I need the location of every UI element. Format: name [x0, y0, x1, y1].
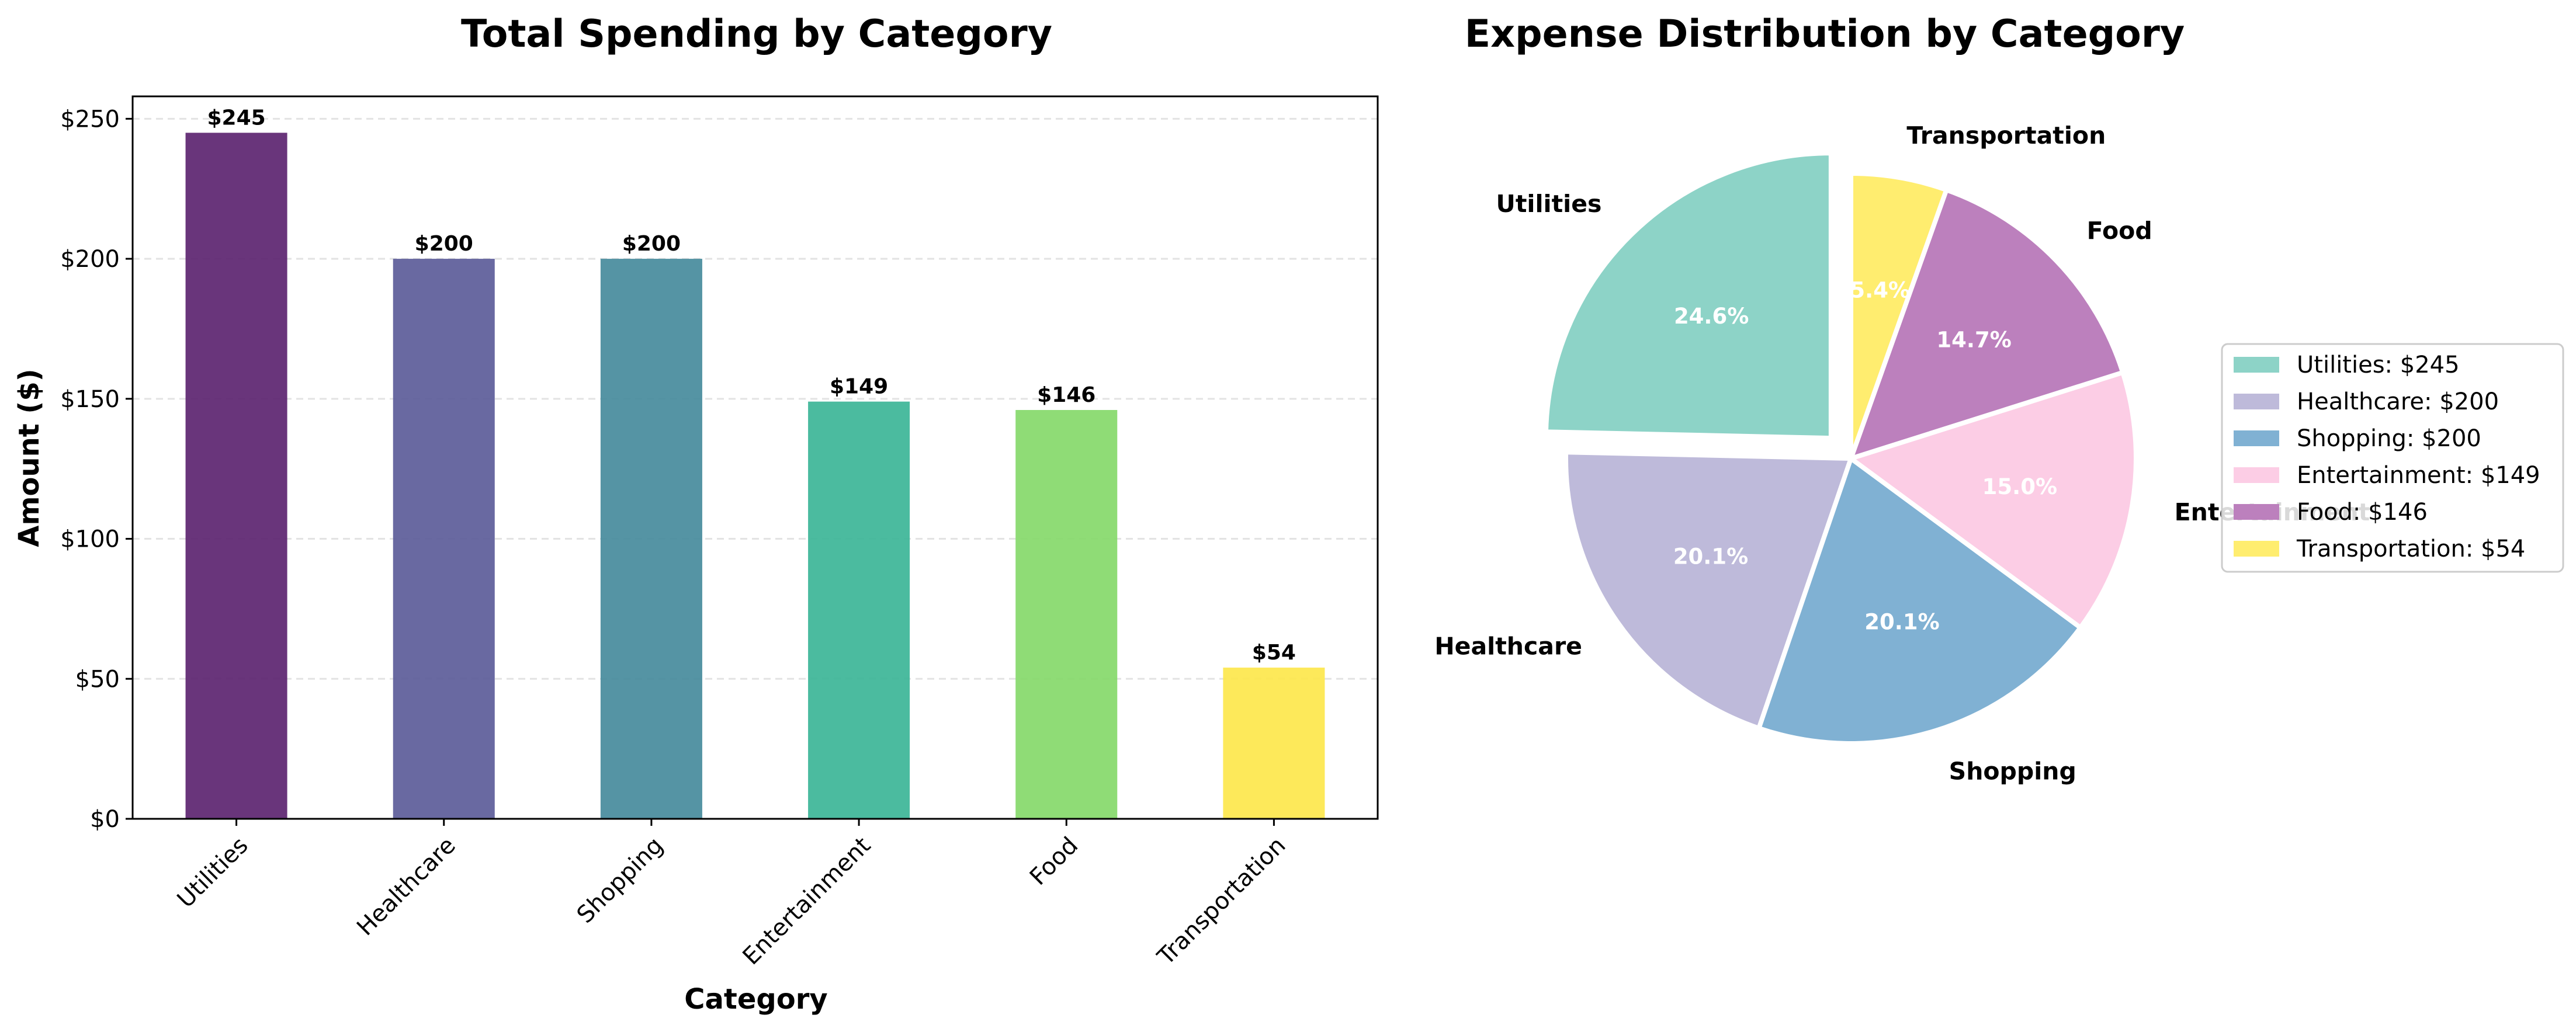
pie-label-healthcare: Healthcare [1434, 632, 1582, 660]
pie-chart: Expense Distribution by Category Utiliti… [1434, 12, 2564, 786]
bar-value-labels: $245 $200 $200 $149 $146 $54 [207, 106, 1296, 665]
legend-label: Utilities: $245 [2297, 352, 2460, 378]
x-tick-label: Healthcare [352, 832, 461, 941]
bar-y-axis-ticks: $0 $50 $100 $150 $200 $250 [60, 106, 133, 833]
bar-y-axis-label: Amount ($) [13, 369, 46, 547]
pie-wedges [1544, 151, 2138, 746]
bar-value-label: $245 [207, 106, 265, 130]
x-tick-label: Shopping [572, 832, 668, 929]
legend-items: Utilities: $245 Healthcare: $200 Shopping:… [2234, 352, 2540, 562]
y-tick-label: $0 [90, 806, 120, 833]
legend-label: Entertainment: $149 [2297, 462, 2540, 489]
pie-percent-label: 20.1% [1864, 609, 1939, 634]
legend-label: Food: $146 [2297, 499, 2428, 526]
bar-entertainment [808, 401, 910, 819]
y-tick-label: $150 [60, 386, 120, 413]
bar-value-label: $200 [622, 232, 681, 256]
legend-swatch-utilities [2234, 357, 2279, 373]
pie-chart-title: Expense Distribution by Category [1465, 12, 2185, 56]
pie-wedge-shopping [1756, 456, 2083, 746]
bar-value-label: $54 [1252, 641, 1296, 665]
legend-label: Healthcare: $200 [2297, 388, 2499, 415]
pie-percent-label: 14.7% [1936, 328, 2011, 353]
legend-swatch-shopping [2234, 430, 2279, 446]
pie-label-food: Food [2087, 217, 2152, 245]
bar-food [1015, 409, 1118, 819]
bar-transportation [1223, 668, 1325, 819]
x-tick-label: Food [1025, 832, 1083, 891]
legend-frame [2221, 343, 2564, 573]
bar-plot-frame [131, 95, 1379, 820]
bar-x-axis-label: Category [684, 983, 827, 1016]
bar-chart-title: Total Spending by Category [461, 12, 1052, 56]
bar-chart: Total Spending by Category $245$200 $200$… [13, 12, 1379, 1016]
bar-x-axis-ticks: Utilities Healthcare Shopping Entertainment… [172, 819, 1291, 971]
pie-label-transportation: Transportation [1906, 121, 2106, 150]
bar-gridlines [133, 117, 1378, 820]
bar-healthcare [393, 259, 495, 819]
pie-wedge-food [1849, 187, 2126, 461]
legend-swatch-healthcare [2234, 394, 2279, 409]
pie-label-utilities: Utilities [1496, 190, 1602, 218]
legend-swatch-food [2234, 504, 2279, 520]
pie-wedge-transportation [1849, 171, 1949, 461]
bar-series [185, 133, 1325, 819]
pie-percent-label: 5.4% [1850, 277, 1910, 303]
pie-percent-labels: 24.6% 20.1% 20.1% 15.0% 14.7% 5.4% [1673, 277, 2057, 634]
x-tick-label: Transportation [1152, 832, 1291, 971]
bar-value-label: $200 [415, 232, 473, 256]
x-tick-label: Entertainment [738, 832, 876, 971]
bar-value-label: $146 [1037, 383, 1095, 407]
pie-wedge-healthcare [1563, 450, 1853, 731]
y-tick-label: $100 [60, 526, 120, 553]
pie-percent-label: 15.0% [1982, 474, 2057, 499]
pie-percent-label: 20.1% [1673, 544, 1748, 569]
x-tick-label: Utilities [172, 832, 254, 913]
pie-percent-label: 24.6% [1674, 304, 1749, 329]
bar-value-label: $149 [830, 375, 888, 399]
bar-utilities [185, 133, 287, 819]
legend-swatch-entertainment [2234, 467, 2279, 483]
y-tick-label: $250 [60, 106, 120, 133]
legend-label: Transportation: $54 [2296, 536, 2525, 562]
pie-legend: Utilities: $245 Healthcare: $200 Shopping:… [2221, 343, 2564, 573]
bar-shopping [600, 259, 702, 819]
legend-label: Shopping: $200 [2297, 425, 2481, 452]
y-tick-label: $200 [60, 246, 120, 273]
y-tick-label: $50 [75, 666, 120, 693]
pie-wedge-utilities [1544, 151, 1833, 441]
pie-label-shopping: Shopping [1949, 758, 2076, 786]
legend-swatch-transportation [2234, 541, 2279, 557]
